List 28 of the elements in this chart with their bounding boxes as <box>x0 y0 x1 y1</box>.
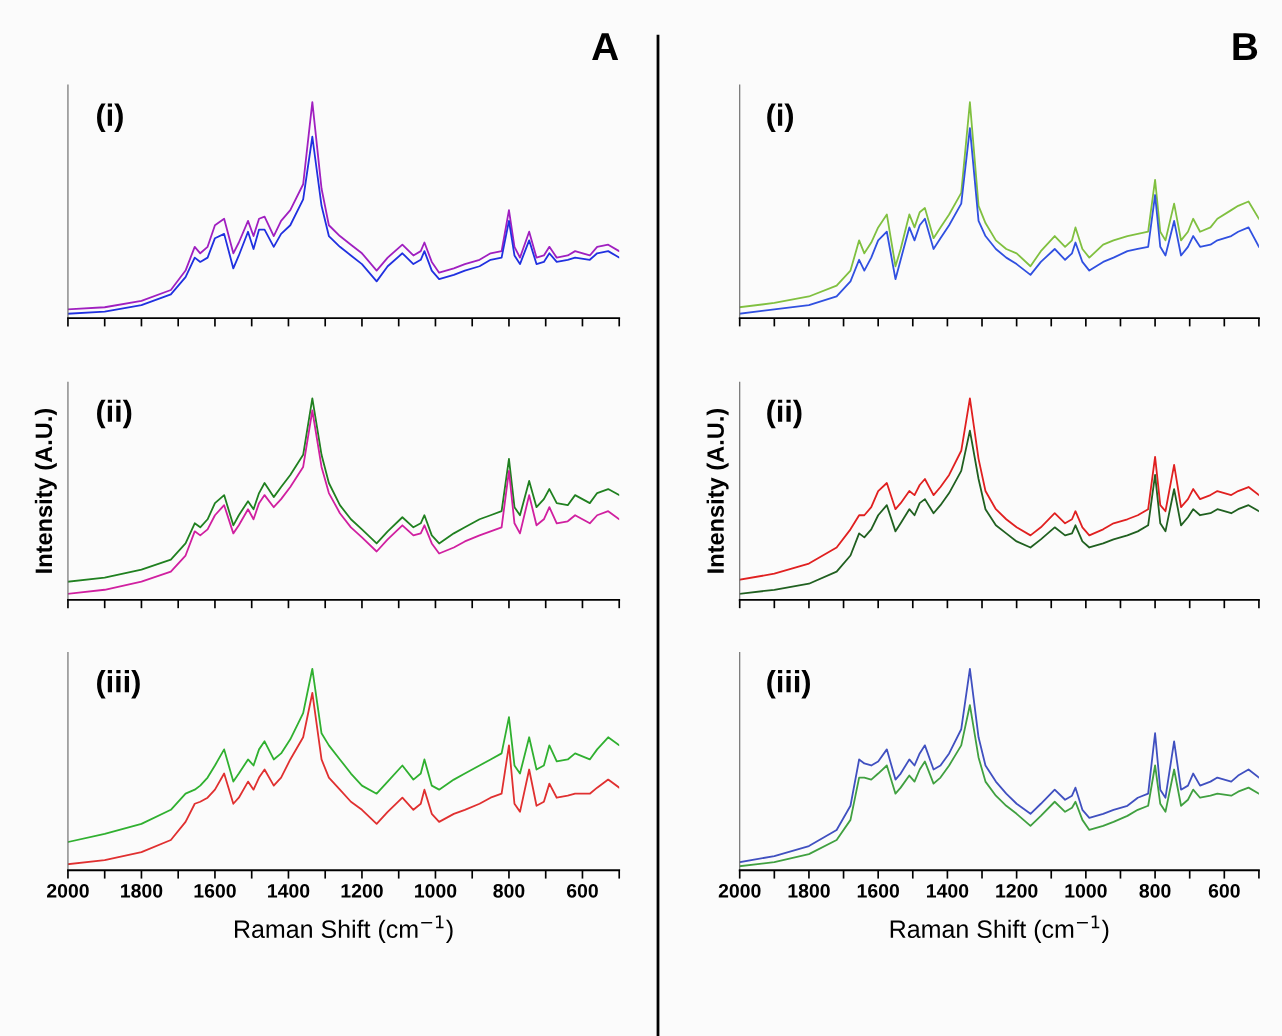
x-tick-label: 1200 <box>996 883 1038 898</box>
x-tick-label: 1600 <box>194 883 236 898</box>
annotation: (ii) <box>97 399 132 429</box>
x-axis-title: Raman Shift (cm$^{−1}$) <box>890 915 1109 943</box>
x-tick-label: 2000 <box>718 883 761 898</box>
x-axis-title: Raman Shift (cm$^{−1}$) <box>235 915 453 943</box>
x-tick-label: 600 <box>566 883 598 898</box>
y-axis-title: Intensity (A.U.) <box>34 408 57 573</box>
x-tick-label: 1600 <box>857 883 899 898</box>
annotation: (ii) <box>767 399 802 429</box>
x-tick-label: 1000 <box>1065 883 1107 898</box>
x-tick-label: 1800 <box>788 883 830 898</box>
x-tick-label: 2000 <box>46 883 89 898</box>
x-tick-label: 1400 <box>268 883 310 898</box>
chart-title: B <box>1233 33 1258 60</box>
x-tick-label: 1800 <box>121 883 163 898</box>
annotation: (i) <box>767 103 793 133</box>
annotation: (iii) <box>97 670 140 699</box>
x-tick-label: 1400 <box>927 883 969 898</box>
x-tick-label: 800 <box>1139 883 1171 898</box>
x-tick-label: 600 <box>1208 883 1240 898</box>
annotation: (i) <box>97 103 123 133</box>
chart-title: A <box>592 33 619 60</box>
x-tick-label: 800 <box>493 883 525 898</box>
y-axis-title: Intensity (A.U.) <box>706 408 729 573</box>
annotation: (iii) <box>767 670 810 699</box>
x-tick-label: 1200 <box>341 883 383 898</box>
x-tick-label: 1000 <box>415 883 457 898</box>
